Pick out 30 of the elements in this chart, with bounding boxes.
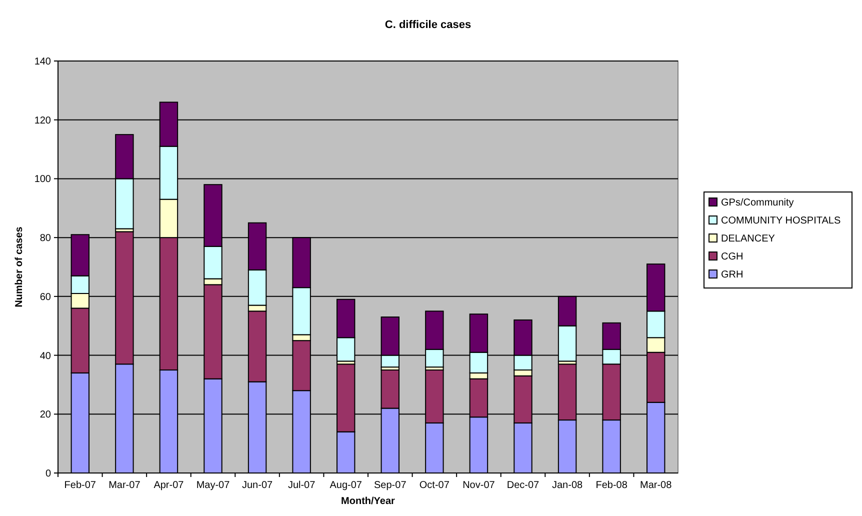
x-tick-label: Mar-07 bbox=[108, 480, 141, 491]
x-axis-title: Month/Year bbox=[341, 496, 396, 507]
legend-label: COMMUNITY HOSPITALS bbox=[721, 216, 841, 226]
x-tick-label: Oct-07 bbox=[419, 480, 450, 491]
legend-label: GRH bbox=[721, 270, 744, 280]
x-tick-label: Dec-07 bbox=[506, 480, 540, 491]
y-axis-title: Number of cases bbox=[14, 226, 25, 308]
y-tick-label: 140 bbox=[34, 56, 52, 68]
x-tick-label: May-07 bbox=[196, 480, 230, 491]
x-tick-label: Feb-08 bbox=[596, 480, 628, 491]
y-tick-label: 120 bbox=[34, 115, 52, 126]
legend-label: GPs/Community bbox=[721, 198, 794, 208]
x-tick-label: Jul-07 bbox=[288, 480, 316, 491]
x-tick-label: Feb-07 bbox=[64, 480, 96, 491]
x-tick-label: Jan-08 bbox=[552, 480, 584, 491]
chart-title: C. difficile cases bbox=[384, 19, 472, 31]
y-tick-label: 0 bbox=[45, 468, 52, 480]
y-tick-label: 40 bbox=[40, 350, 52, 362]
x-tick-label: Aug-07 bbox=[330, 480, 362, 491]
x-tick-label: Apr-07 bbox=[154, 480, 184, 491]
x-tick-label: Nov-07 bbox=[462, 480, 496, 491]
y-tick-label: 100 bbox=[34, 174, 52, 186]
x-tick-label: Mar-08 bbox=[640, 480, 672, 491]
y-tick-label: 60 bbox=[40, 292, 52, 303]
y-tick-label: 80 bbox=[40, 233, 52, 244]
y-tick-label: 20 bbox=[40, 410, 52, 421]
legend-label: DELANCEY bbox=[721, 234, 776, 244]
x-tick-label: Jun-07 bbox=[242, 480, 274, 491]
x-tick-label: Sep-07 bbox=[374, 480, 407, 491]
legend-label: CGH bbox=[721, 252, 744, 262]
